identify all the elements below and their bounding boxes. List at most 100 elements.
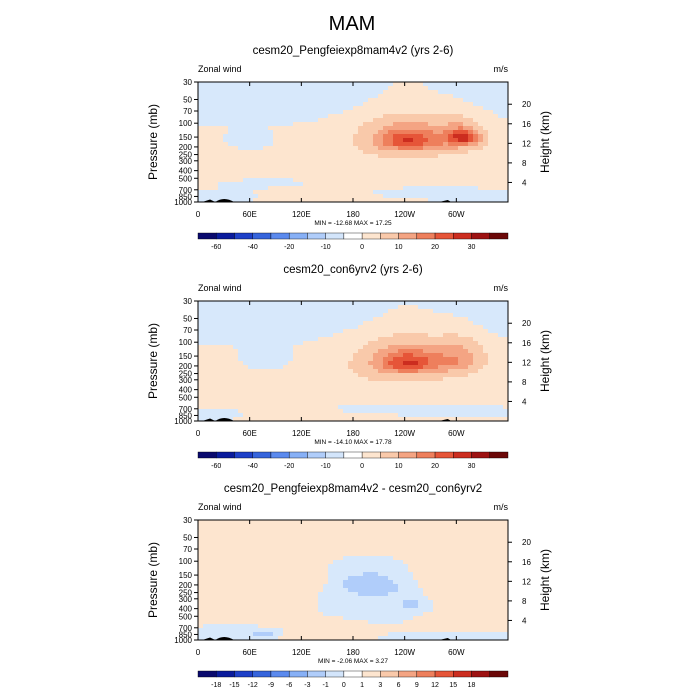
field-cell (428, 317, 434, 322)
field-cell (328, 409, 334, 414)
field-cell (383, 309, 389, 314)
field-cell (338, 150, 344, 155)
field-cell (353, 190, 359, 195)
field-cell (373, 365, 379, 370)
colorbar-label: 10 (395, 244, 403, 251)
field-cell (283, 126, 289, 131)
field-cell (268, 349, 274, 354)
field-cell (268, 536, 274, 541)
field-cell (388, 588, 394, 593)
field-cell (298, 146, 304, 151)
field-cell (408, 118, 414, 123)
field-cell (228, 560, 234, 565)
field-cell (388, 341, 394, 346)
field-cell (283, 349, 289, 354)
field-cell (423, 369, 429, 374)
field-cell (488, 365, 494, 370)
field-cell (208, 118, 214, 123)
field-cell (288, 98, 294, 103)
field-cell (273, 110, 279, 115)
field-cell (253, 142, 259, 147)
field-cell (433, 325, 439, 330)
field-cell (428, 552, 434, 557)
field-cell (273, 588, 279, 593)
field-cell (238, 532, 244, 537)
field-cell (448, 381, 454, 386)
field-cell (398, 532, 404, 537)
field-cell (208, 130, 214, 135)
field-cell (503, 329, 508, 334)
field-cell (418, 98, 424, 103)
field-cell (368, 321, 374, 326)
field-cell (263, 556, 269, 561)
field-cell (458, 150, 464, 155)
field-cell (438, 301, 444, 306)
field-cell (283, 118, 289, 123)
field-cell (213, 357, 219, 362)
field-cell (438, 325, 444, 330)
field-cell (438, 389, 444, 394)
field-cell (288, 182, 294, 187)
field-cell (318, 150, 324, 155)
field-cell (253, 349, 259, 354)
field-cell (233, 520, 239, 525)
field-cell (238, 560, 244, 565)
field-cell (313, 313, 319, 318)
field-cell (463, 357, 469, 362)
field-cell (438, 158, 444, 163)
field-cell (453, 532, 459, 537)
field-cell (413, 389, 419, 394)
field-cell (393, 373, 399, 378)
field-cell (463, 333, 469, 338)
field-cell (423, 146, 429, 151)
field-cell (418, 381, 424, 386)
field-cell (443, 86, 449, 91)
field-cell (233, 568, 239, 573)
field-cell (303, 552, 309, 557)
field-cell (318, 126, 324, 131)
field-cell (453, 548, 459, 553)
field-cell (418, 556, 424, 561)
field-cell (473, 186, 479, 191)
field-cell (458, 556, 464, 561)
field-cell (368, 86, 374, 91)
field-cell (228, 329, 234, 334)
field-cell (483, 170, 489, 175)
field-cell (203, 572, 209, 577)
field-cell (388, 118, 394, 123)
field-cell (198, 341, 204, 346)
field-cell (358, 94, 364, 99)
field-cell (313, 90, 319, 95)
field-cell (268, 540, 274, 545)
field-cell (233, 385, 239, 390)
field-cell (308, 365, 314, 370)
field-cell (433, 170, 439, 175)
field-cell (438, 305, 444, 310)
field-cell (348, 560, 354, 565)
field-cell (418, 178, 424, 183)
field-cell (383, 138, 389, 143)
field-cell (323, 301, 329, 306)
field-cell (218, 166, 224, 171)
field-cell (318, 373, 324, 378)
field-cell (348, 405, 354, 410)
field-cell (403, 305, 409, 310)
field-cell (348, 532, 354, 537)
field-cell (448, 102, 454, 107)
field-cell (293, 333, 299, 338)
field-cell (318, 385, 324, 390)
field-cell (353, 309, 359, 314)
field-cell (273, 186, 279, 191)
field-cell (478, 409, 484, 414)
field-cell (433, 337, 439, 342)
field-cell (373, 568, 379, 573)
field-cell (328, 166, 334, 171)
field-cell (468, 114, 474, 119)
field-cell (363, 520, 369, 525)
field-cell (448, 397, 454, 402)
field-cell (398, 146, 404, 151)
field-cell (338, 397, 344, 402)
field-cell (323, 114, 329, 119)
field-cell (413, 357, 419, 362)
field-cell (213, 98, 219, 103)
